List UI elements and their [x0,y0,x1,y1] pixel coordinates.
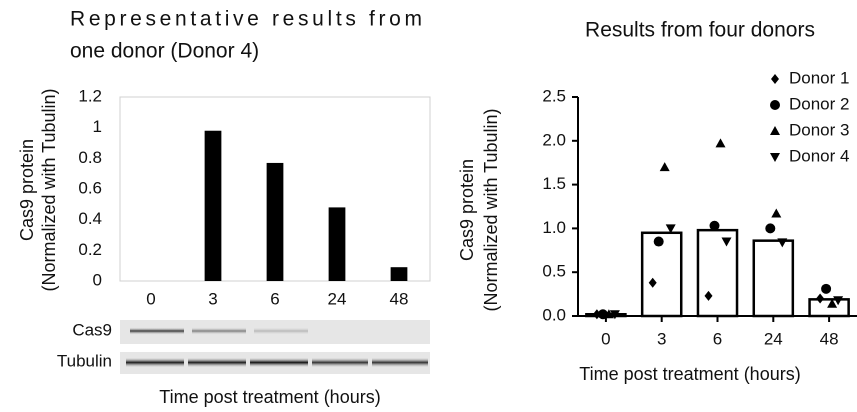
x-tick-label: 0 [146,289,155,308]
legend-label: Donor 1 [789,68,849,87]
blot-band [372,357,428,368]
blot-band [312,357,368,368]
y-tick-label: 1.2 [78,86,102,105]
marker [771,74,779,84]
y-tick-label: 1 [93,117,102,136]
x-tick-label: 24 [764,329,783,348]
marker [771,209,781,218]
y-tick-label: 0.6 [78,178,102,197]
blot-label: Cas9 [72,320,112,339]
y-tick-label: 2.0 [542,130,566,149]
bar [205,131,222,281]
bar [698,230,737,316]
y-tick-label: 1.0 [542,218,566,237]
bar [754,241,793,316]
figure: Cas9 Tubulin Representative results from… [0,0,857,412]
blot-band [250,357,308,368]
x-tick-label: 3 [208,289,217,308]
y-axis-label: Cas9 protein [457,159,477,261]
x-axis-label: Time post treatment (hours) [159,387,380,407]
y-axis-label: (Normalized with Tubulin) [39,88,59,291]
marker [777,238,787,247]
legend-label: Donor 4 [789,146,849,165]
marker [821,284,831,294]
y-axis-label: Cas9 protein [17,139,37,241]
x-tick-label: 6 [713,329,722,348]
legend-label: Donor 3 [789,120,849,139]
x-tick-label: 24 [328,289,347,308]
bar [267,163,284,281]
marker [654,237,664,247]
x-tick-label: 6 [270,289,279,308]
blot-band [130,327,184,335]
chart-title: Representative results from [70,8,422,31]
x-tick-label: 3 [657,329,666,348]
y-axis-label: (Normalized with Tubulin) [481,108,501,311]
x-tick-label: 48 [820,329,839,348]
blot-band [192,327,246,335]
y-tick-label: 1.5 [542,174,566,193]
y-tick-label: 0.0 [542,305,566,324]
x-tick-label: 48 [390,289,409,308]
blot-band [188,357,246,368]
marker [770,100,780,110]
marker [705,291,713,301]
marker [770,153,780,162]
chart-title: Results from four donors [585,19,815,42]
marker [722,238,732,247]
bar [329,207,346,281]
blot-band [254,327,308,335]
y-tick-label: 0.8 [78,148,102,167]
marker [770,126,780,135]
bar [391,267,408,281]
marker [716,138,726,147]
y-tick-label: 0.2 [78,240,102,259]
marker [816,293,824,303]
marker [765,223,775,233]
marker [710,221,720,231]
marker [649,278,657,288]
chart-title: one donor (Donor 4) [70,40,259,63]
x-tick-label: 0 [601,329,610,348]
y-tick-label: 0 [93,270,102,289]
y-tick-label: 0.5 [542,262,566,281]
y-tick-label: 0.4 [78,209,102,228]
legend-label: Donor 2 [789,94,849,113]
marker [660,162,670,171]
blot-label: Tubulin [57,351,112,370]
x-axis-label: Time post treatment (hours) [579,364,800,384]
blot-band [126,357,184,368]
y-tick-label: 2.5 [542,86,566,105]
